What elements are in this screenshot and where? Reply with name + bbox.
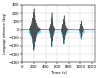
X-axis label: Time (s): Time (s) xyxy=(51,71,66,74)
Y-axis label: Language reference (deg): Language reference (deg) xyxy=(4,13,8,54)
